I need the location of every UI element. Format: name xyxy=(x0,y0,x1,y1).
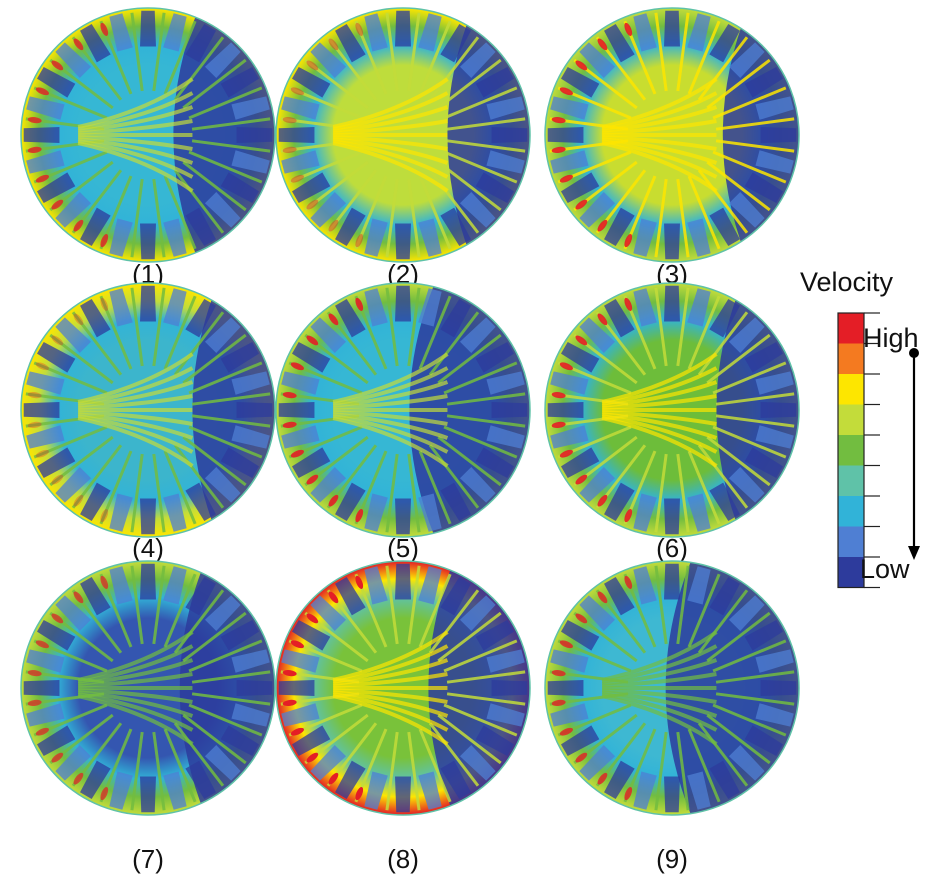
velocity-panel-8: (8) xyxy=(275,560,531,874)
velocity-panel-7: (7) xyxy=(20,560,276,874)
velocity-panel-1: (1) xyxy=(20,7,276,289)
legend-swatch xyxy=(838,496,864,527)
legend-swatch xyxy=(838,435,864,466)
velocity-legend: Velocity High Low xyxy=(800,267,920,589)
legend-title: Velocity xyxy=(800,267,894,297)
panel-label: (5) xyxy=(387,533,419,563)
panel-label: (4) xyxy=(132,533,164,563)
velocity-panel-4: (4) xyxy=(20,282,276,563)
legend-arrow-head xyxy=(908,546,920,560)
legend-swatch xyxy=(838,465,864,496)
panel-label: (8) xyxy=(387,844,419,874)
panels-grid: (1) (2) (3) (4) (5) (6) (7) (8) (9) xyxy=(20,7,800,874)
velocity-panel-2: (2) xyxy=(275,7,531,289)
panel-label: (6) xyxy=(656,533,688,563)
legend-swatch xyxy=(838,313,864,344)
velocity-panel-9: (9) xyxy=(544,560,800,874)
legend-swatch xyxy=(838,557,864,588)
velocity-panel-5: (5) xyxy=(275,282,531,563)
panel-label: (7) xyxy=(132,844,164,874)
legend-bar-frame xyxy=(837,312,865,589)
legend-high-label: High xyxy=(863,323,919,353)
legend-swatch xyxy=(838,374,864,405)
velocity-panel-6: (6) xyxy=(544,282,800,563)
panel-label: (9) xyxy=(656,844,688,874)
velocity-panel-3: (3) xyxy=(544,7,800,289)
legend-colorbar xyxy=(837,312,880,589)
legend-swatch xyxy=(838,526,864,557)
legend-low-label: Low xyxy=(860,554,910,584)
legend-swatch xyxy=(838,404,864,435)
legend-swatch xyxy=(838,343,864,374)
